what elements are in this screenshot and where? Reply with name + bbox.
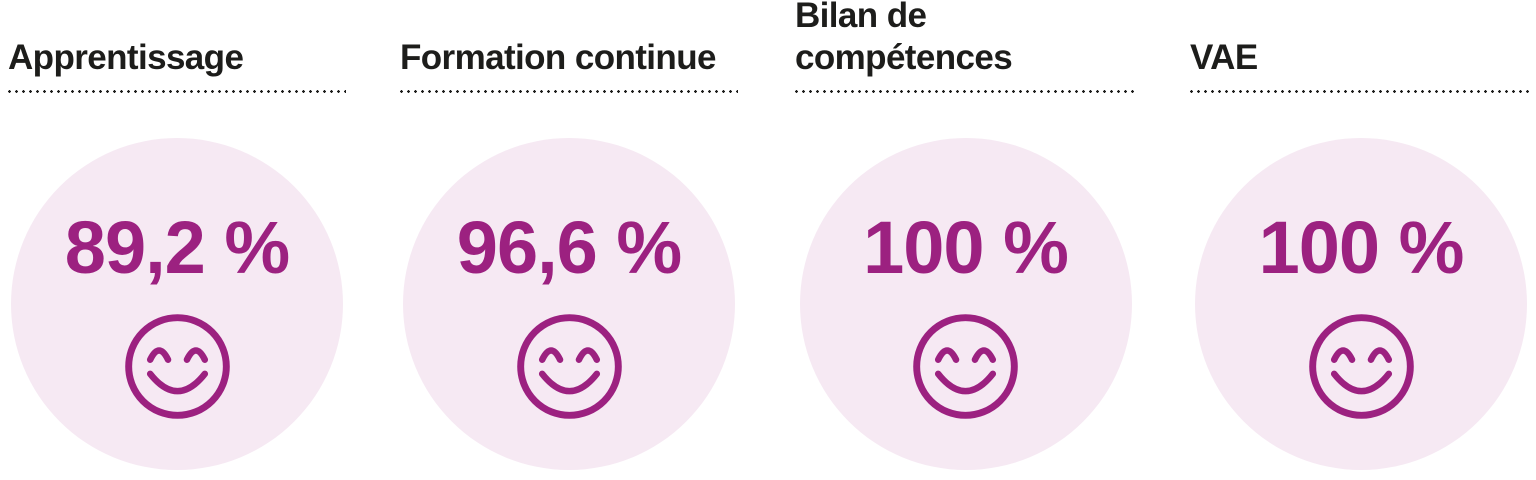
stat-heading: VAE <box>1190 38 1258 77</box>
dotted-divider <box>8 90 346 93</box>
stat-value: 89,2 % <box>64 206 290 289</box>
stat-value: 96,6 % <box>456 206 682 289</box>
stat-header: Bilan de compétences <box>795 0 1136 90</box>
dotted-divider <box>1190 90 1532 93</box>
smiling-face-icon <box>124 314 230 419</box>
stat-heading: Apprentissage <box>8 38 244 77</box>
stat-header: Formation continue <box>400 0 738 90</box>
stat-value: 100 % <box>1258 206 1465 289</box>
smiling-face-icon <box>516 314 622 419</box>
stat-value: 100 % <box>863 206 1069 289</box>
stat-column-vae: VAE 100 % <box>1190 0 1532 480</box>
stat-circle: 96,6 % <box>403 138 735 470</box>
stat-header: VAE <box>1190 0 1532 90</box>
stat-column-formation-continue: Formation continue 96,6 % <box>400 0 738 480</box>
dotted-divider <box>795 90 1136 93</box>
stat-heading: Bilan de compétences <box>795 0 1013 77</box>
dotted-divider <box>400 90 738 93</box>
stat-heading: Formation continue <box>400 38 716 77</box>
stat-circle: 89,2 % <box>11 138 343 470</box>
smiling-face-icon <box>913 314 1018 419</box>
stat-header: Apprentissage <box>8 0 346 90</box>
stat-circle: 100 % <box>1195 138 1527 470</box>
stat-column-bilan-de-competences: Bilan de compétences 100 % <box>795 0 1136 480</box>
smiling-face-icon <box>1308 314 1414 419</box>
stat-column-apprentissage: Apprentissage 89,2 % <box>8 0 346 480</box>
stat-circle: 100 % <box>799 138 1132 470</box>
